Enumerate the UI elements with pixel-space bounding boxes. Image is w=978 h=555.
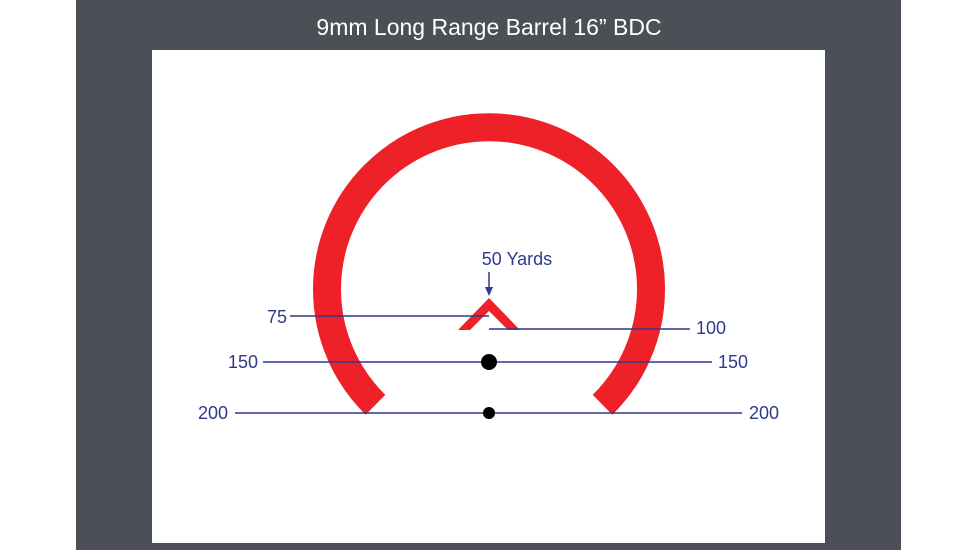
left-label: 75 bbox=[267, 307, 287, 327]
left-label: 200 bbox=[198, 403, 228, 423]
aim-label: 50 Yards bbox=[482, 249, 552, 269]
right-label: 200 bbox=[749, 403, 779, 423]
title: 9mm Long Range Barrel 16” BDC bbox=[316, 14, 661, 40]
arrow-head bbox=[485, 287, 493, 296]
dot-150 bbox=[481, 354, 497, 370]
right-label: 150 bbox=[718, 352, 748, 372]
horseshoe bbox=[313, 113, 665, 415]
chevron bbox=[458, 298, 520, 330]
right-label: 100 bbox=[696, 318, 726, 338]
dot-200 bbox=[483, 407, 495, 419]
left-label: 150 bbox=[228, 352, 258, 372]
